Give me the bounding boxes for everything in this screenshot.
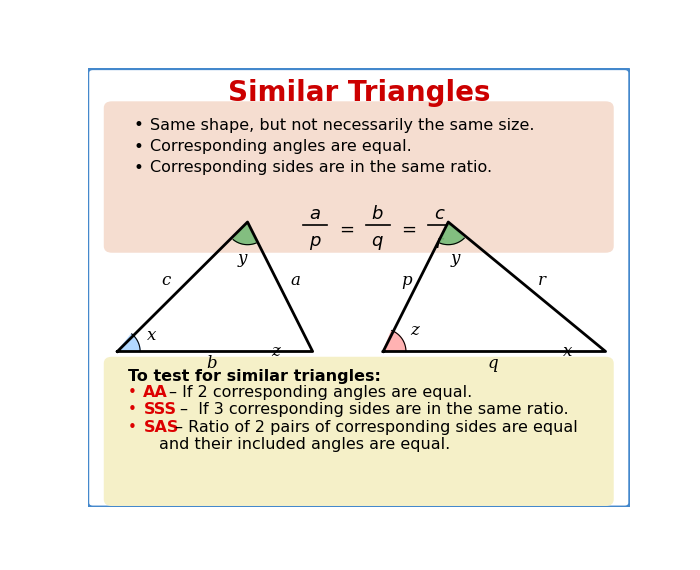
Text: •: • [128,420,137,435]
Text: To test for similar triangles:: To test for similar triangles: [128,369,381,384]
Text: c: c [162,272,171,290]
Polygon shape [440,222,464,245]
Text: $p$: $p$ [309,234,322,253]
Text: y: y [451,250,460,267]
Text: z: z [410,322,419,339]
Text: –  If 3 corresponding sides are in the same ratio.: – If 3 corresponding sides are in the sa… [181,402,569,417]
Text: $=$: $=$ [336,219,354,238]
Text: $q$: $q$ [372,234,384,253]
Text: a: a [290,272,300,290]
Text: y: y [237,250,246,267]
Text: Corresponding sides are in the same ratio.: Corresponding sides are in the same rati… [150,160,492,175]
Text: SSS: SSS [144,402,176,417]
Text: •: • [128,385,137,400]
Text: $b$: $b$ [372,205,384,223]
Text: SAS: SAS [144,420,178,435]
Text: $=$: $=$ [398,219,417,238]
Text: •: • [134,137,143,156]
FancyBboxPatch shape [104,357,614,506]
Polygon shape [383,331,406,352]
Text: – Ratio of 2 pairs of corresponding sides are equal: – Ratio of 2 pairs of corresponding side… [175,420,578,435]
Text: $c$: $c$ [434,205,446,223]
FancyBboxPatch shape [104,101,614,253]
Text: b: b [206,355,216,372]
Text: x: x [564,343,573,360]
Text: •: • [134,116,143,135]
Text: AA: AA [144,385,168,400]
Text: $r$: $r$ [435,234,445,253]
Text: – If 2 corresponding angles are equal.: – If 2 corresponding angles are equal. [169,385,472,400]
FancyBboxPatch shape [88,68,630,507]
Text: Corresponding angles are equal.: Corresponding angles are equal. [150,139,412,154]
Polygon shape [233,222,256,245]
Text: $a$: $a$ [309,205,321,223]
Text: z: z [271,343,279,360]
Text: •: • [134,158,143,177]
Text: x: x [146,327,156,344]
Text: •: • [128,402,137,417]
Text: Similar Triangles: Similar Triangles [228,79,490,107]
Text: and their included angles are equal.: and their included angles are equal. [159,437,450,451]
Text: r: r [538,272,546,290]
Polygon shape [118,334,140,352]
Text: q: q [488,355,498,372]
Text: p: p [401,272,412,290]
Text: Same shape, but not necessarily the same size.: Same shape, but not necessarily the same… [150,118,534,133]
